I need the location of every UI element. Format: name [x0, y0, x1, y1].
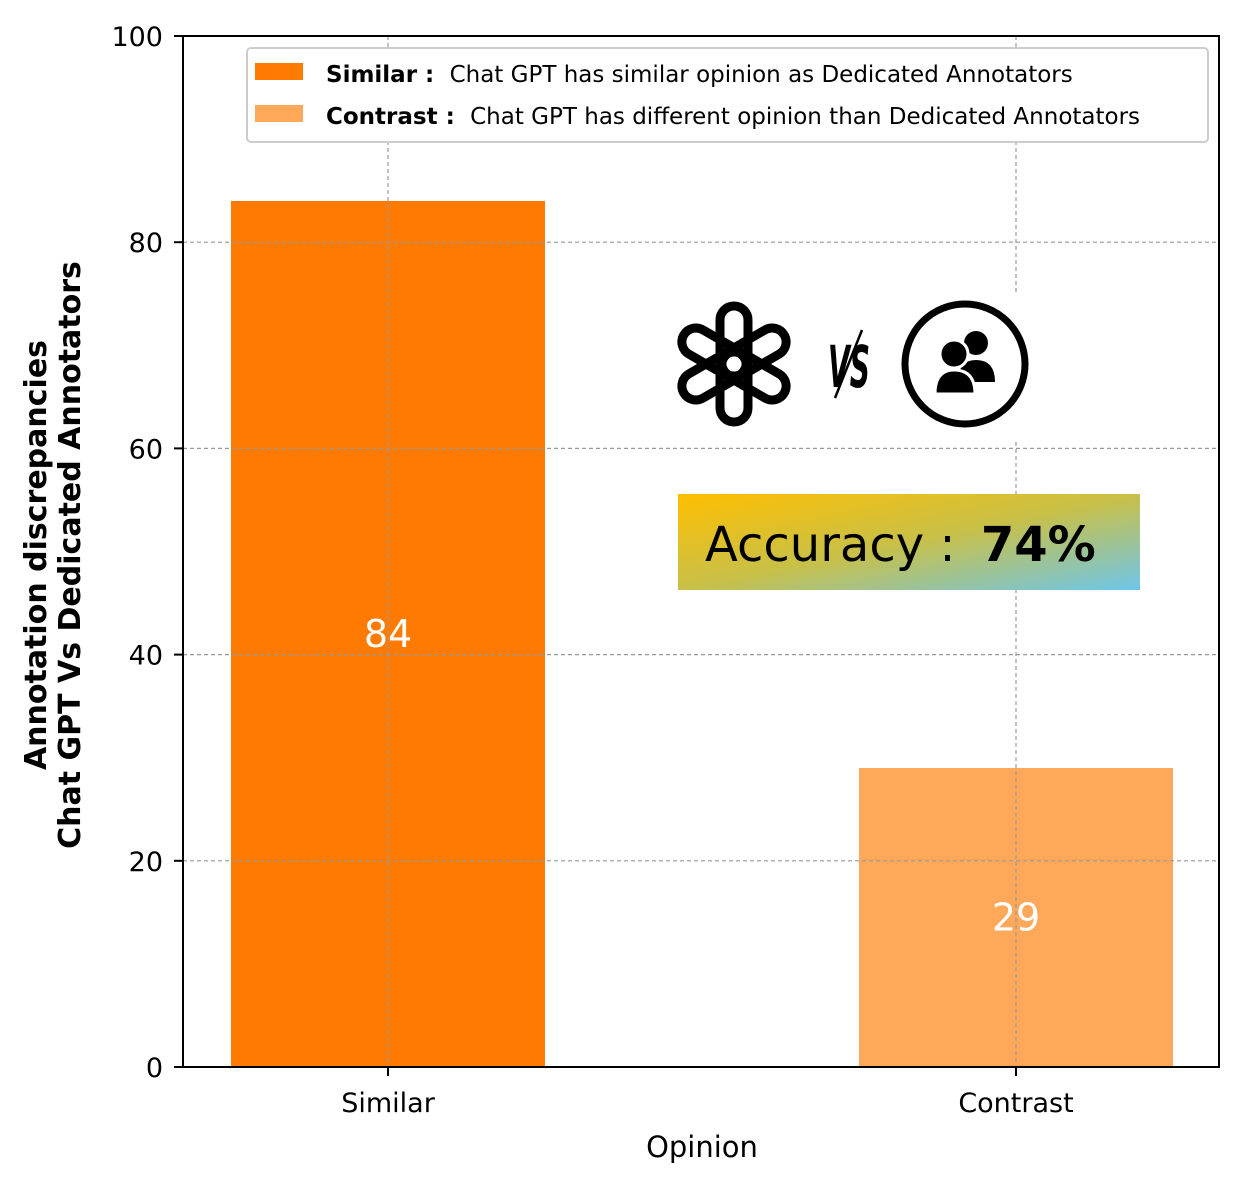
grid-lines: [183, 36, 1219, 1067]
x-tick-label-contrast: Contrast: [958, 1088, 1073, 1119]
y-tick-label-100: 100: [111, 22, 163, 53]
vs-mark: VS: [828, 329, 870, 401]
legend-item-similar: Similar : Chat GPT has similar opinion a…: [326, 62, 1073, 88]
y-tick-label-40: 40: [129, 641, 163, 672]
x-axis-title: Opinion: [646, 1130, 758, 1164]
openai-logo-icon: [677, 301, 791, 427]
legend-desc-contrast: Chat GPT has different opinion than Dedi…: [470, 104, 1140, 130]
legend-box: [246, 47, 1209, 143]
vs-slash-icon: [833, 329, 864, 399]
legend-desc-similar: Chat GPT has similar opinion as Dedicate…: [450, 62, 1073, 88]
users-group-icon: [901, 300, 1029, 428]
y-axis-title-line-2: Chat GPT Vs Dedicated Annotators: [53, 261, 88, 849]
legend-swatch-similar: [255, 63, 303, 80]
legend: Similar : Chat GPT has similar opinion a…: [246, 47, 1209, 143]
accuracy-value: 74%: [981, 517, 1096, 573]
axes: 0 20 40 60 80 100 Similar Contrast: [111, 22, 1220, 1119]
y-axis-title: Annotation discrepancies Chat GPT Vs Ded…: [19, 261, 88, 849]
y-tick-label-60: 60: [129, 434, 163, 465]
accuracy-annotation: Accuracy : 74%: [678, 494, 1140, 590]
legend-key-similar: Similar :: [326, 62, 434, 88]
legend-item-contrast: Contrast : Chat GPT has different opinio…: [326, 104, 1140, 130]
legend-key-contrast: Contrast :: [326, 104, 455, 130]
y-tick-label-20: 20: [129, 847, 163, 878]
accuracy-text: Accuracy : 74%: [705, 517, 1096, 573]
plot-frame: [182, 35, 1220, 1068]
y-tick-label-0: 0: [146, 1053, 163, 1084]
accuracy-box: [678, 494, 1140, 590]
y-tick-label-80: 80: [129, 228, 163, 259]
y-axis-title-line-1: Annotation discrepancies: [19, 340, 54, 770]
legend-swatch-contrast: [255, 105, 303, 122]
accuracy-label: Accuracy :: [705, 517, 956, 573]
vs-label: VS: [828, 333, 870, 401]
x-tick-label-similar: Similar: [341, 1088, 435, 1119]
